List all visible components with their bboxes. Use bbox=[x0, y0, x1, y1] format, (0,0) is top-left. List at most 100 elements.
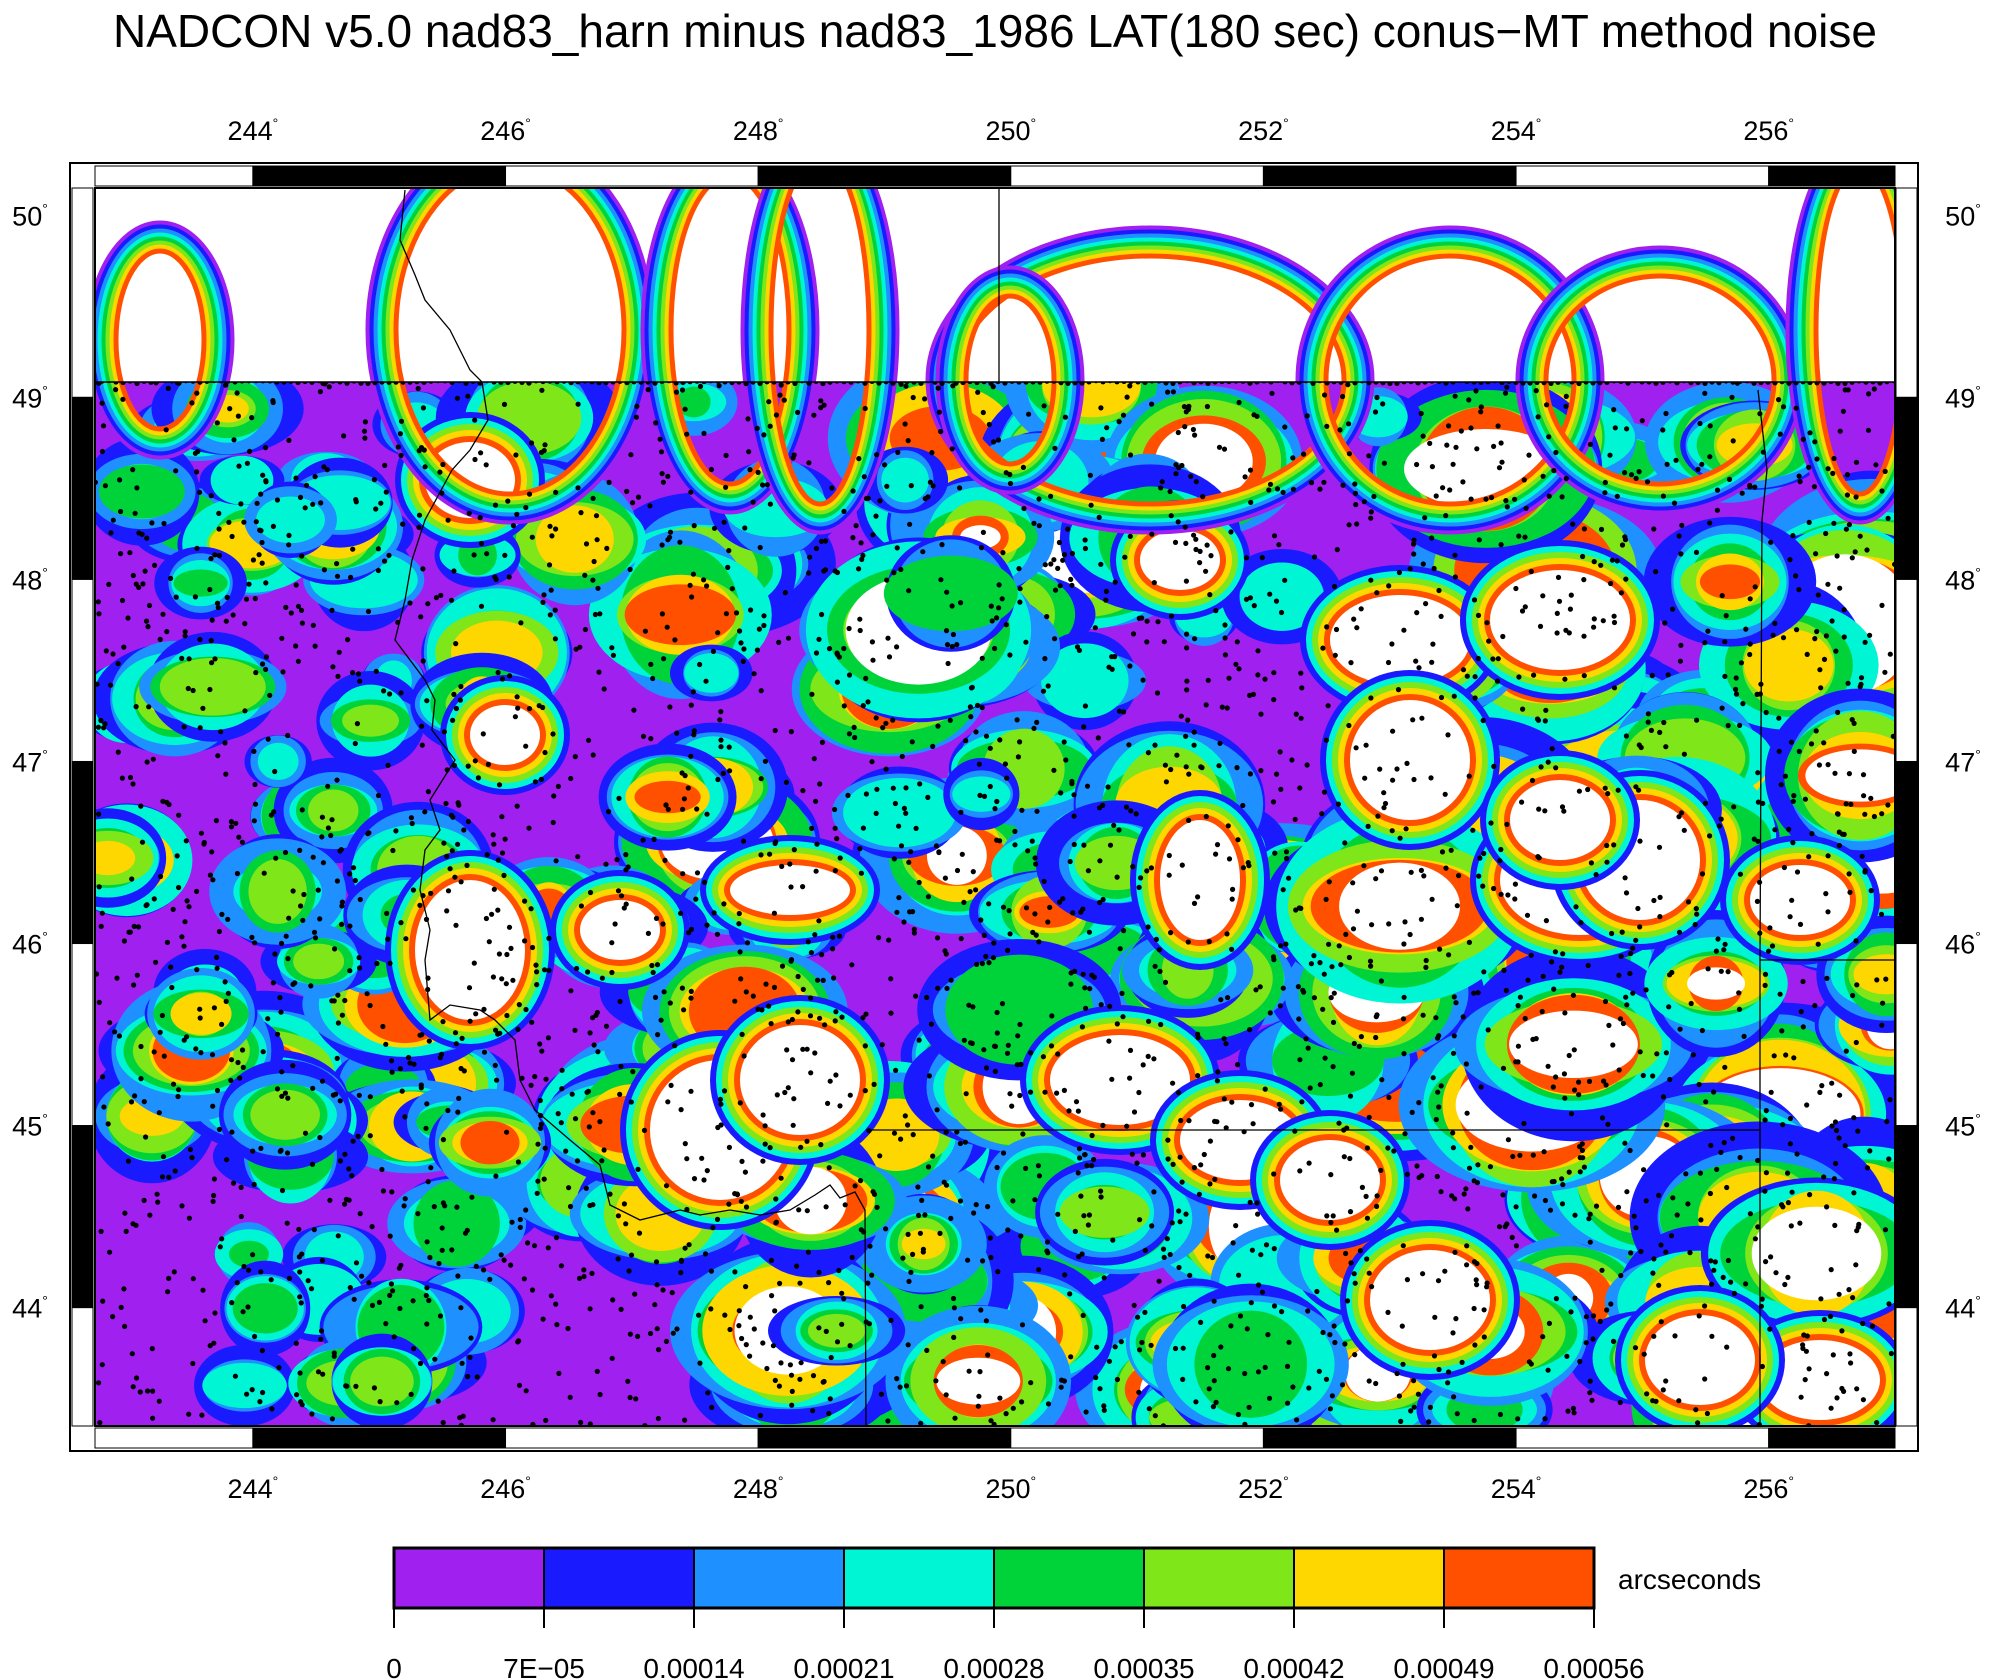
station-dot bbox=[197, 1006, 203, 1012]
station-dot bbox=[852, 734, 858, 741]
station-dot bbox=[160, 611, 166, 617]
station-dot bbox=[665, 806, 671, 812]
canada-contours bbox=[95, 188, 1895, 535]
station-dot bbox=[704, 1168, 710, 1174]
station-dot bbox=[1120, 1014, 1126, 1020]
station-dot bbox=[1780, 1204, 1786, 1210]
station-dot bbox=[448, 597, 455, 603]
station-dot bbox=[1250, 691, 1256, 698]
station-dot bbox=[1491, 885, 1497, 892]
station-dot bbox=[374, 960, 380, 967]
station-dot bbox=[1834, 1395, 1840, 1401]
station-dot bbox=[1581, 633, 1587, 639]
station-dot bbox=[222, 979, 228, 985]
station-dot bbox=[391, 1334, 397, 1340]
station-dot bbox=[1337, 427, 1343, 433]
station-dot bbox=[1739, 490, 1745, 496]
station-dot bbox=[1267, 591, 1273, 597]
station-dot bbox=[357, 965, 363, 971]
station-dot bbox=[903, 810, 909, 816]
station-dot bbox=[603, 861, 609, 867]
station-dot bbox=[108, 530, 114, 536]
station-dot bbox=[1055, 1211, 1061, 1217]
station-dot bbox=[216, 928, 222, 935]
station-dot bbox=[478, 540, 485, 547]
station-dot bbox=[1498, 891, 1504, 898]
station-dot bbox=[422, 809, 428, 815]
station-dot bbox=[1306, 1385, 1312, 1391]
station-dot bbox=[1297, 785, 1303, 791]
noise-ring bbox=[1853, 954, 1895, 995]
station-dot bbox=[1587, 1239, 1593, 1245]
station-dot bbox=[190, 1360, 196, 1367]
station-dot bbox=[1401, 627, 1407, 633]
station-dot bbox=[1651, 897, 1657, 904]
station-dot bbox=[1653, 569, 1659, 575]
station-dot bbox=[997, 838, 1003, 844]
station-dot bbox=[1563, 393, 1569, 399]
station-dot bbox=[1075, 1170, 1081, 1176]
station-dot bbox=[552, 607, 558, 613]
station-dot bbox=[988, 1418, 994, 1424]
station-dot bbox=[1320, 645, 1326, 651]
station-dot bbox=[474, 1374, 480, 1380]
station-dot bbox=[501, 872, 507, 879]
station-dot bbox=[785, 635, 792, 641]
station-dot bbox=[1084, 783, 1091, 789]
station-dot bbox=[1616, 1067, 1622, 1073]
station-dot bbox=[1637, 1049, 1643, 1055]
station-dot bbox=[791, 847, 797, 853]
station-dot bbox=[989, 618, 995, 624]
station-dot bbox=[1366, 1114, 1372, 1120]
station-dot bbox=[347, 1285, 353, 1291]
station-dot bbox=[1347, 1209, 1354, 1215]
station-dot bbox=[834, 679, 841, 685]
station-dot bbox=[586, 1124, 592, 1130]
station-dot bbox=[1240, 802, 1246, 809]
station-dot bbox=[1673, 457, 1679, 463]
station-dot bbox=[110, 651, 116, 657]
station-dot bbox=[1282, 424, 1288, 430]
station-dot bbox=[809, 691, 815, 697]
noise-blob-large bbox=[1460, 540, 1660, 700]
station-dot bbox=[1456, 873, 1462, 879]
station-dot bbox=[1223, 1125, 1229, 1131]
station-dot bbox=[1353, 745, 1359, 751]
station-dot bbox=[1097, 899, 1103, 906]
station-dot bbox=[132, 1093, 138, 1099]
station-dot bbox=[1381, 460, 1387, 466]
station-dot bbox=[1100, 1122, 1106, 1128]
station-dot bbox=[1208, 553, 1214, 559]
noise-ring bbox=[684, 653, 739, 693]
station-dot bbox=[1086, 1212, 1092, 1218]
station-dot bbox=[761, 432, 767, 438]
station-dot bbox=[1346, 522, 1352, 528]
station-dot bbox=[703, 678, 709, 684]
station-dot bbox=[553, 526, 559, 532]
station-dot bbox=[1278, 786, 1284, 792]
station-dot bbox=[1495, 656, 1501, 662]
station-dot bbox=[826, 1280, 832, 1286]
station-dot bbox=[832, 568, 838, 574]
station-dot bbox=[1035, 1163, 1041, 1169]
station-dot bbox=[1622, 875, 1628, 881]
station-dot bbox=[764, 1365, 770, 1372]
station-dot bbox=[785, 1085, 791, 1091]
station-dot bbox=[1770, 632, 1776, 638]
station-dot bbox=[1297, 1057, 1303, 1063]
station-dot bbox=[1327, 1406, 1333, 1412]
station-dot bbox=[1715, 936, 1721, 942]
station-dot bbox=[1416, 1100, 1422, 1106]
station-dot bbox=[346, 1166, 352, 1172]
station-dot bbox=[609, 645, 615, 651]
noise-ring bbox=[1751, 1206, 1882, 1301]
station-dot bbox=[1121, 928, 1127, 934]
station-dot bbox=[448, 812, 454, 818]
station-dot bbox=[762, 1123, 768, 1129]
station-dot bbox=[662, 857, 668, 864]
station-dot bbox=[1730, 1135, 1736, 1141]
station-dot bbox=[1168, 766, 1174, 773]
station-dot bbox=[1198, 1319, 1204, 1325]
station-dot bbox=[863, 675, 869, 682]
noise-ring bbox=[228, 1240, 269, 1268]
